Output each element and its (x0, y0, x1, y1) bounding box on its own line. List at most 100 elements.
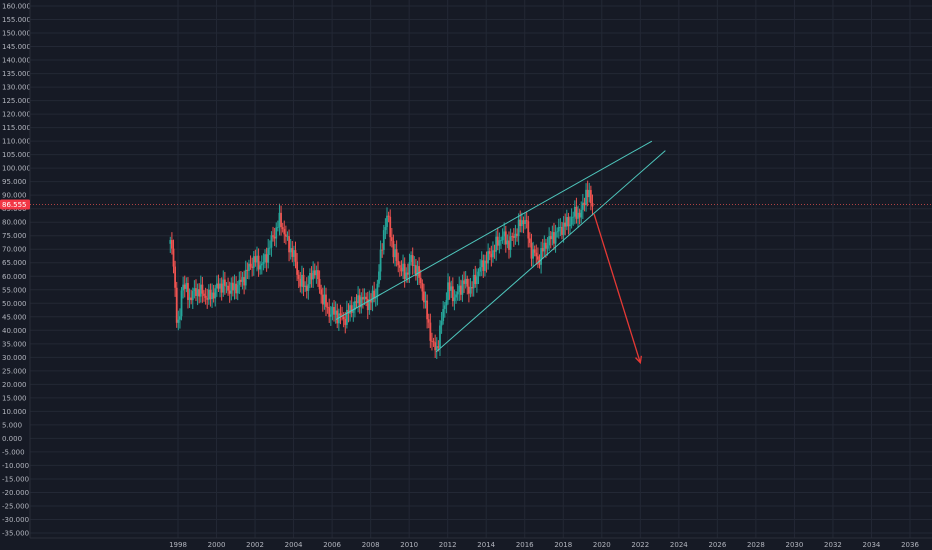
candle-body (554, 232, 557, 244)
y-tick-label: 55.000 (2, 286, 27, 294)
candle-body (204, 295, 207, 298)
candle-body (397, 260, 400, 266)
candle-body (265, 254, 268, 263)
candle-body (450, 286, 453, 291)
candle-body (262, 262, 265, 264)
candle-body (516, 233, 518, 237)
candle-body (442, 308, 445, 321)
candle-body (360, 297, 363, 308)
y-tick-label: 130.000 (2, 84, 31, 92)
x-tick-label: 2018 (554, 541, 572, 549)
candle-body (463, 280, 465, 284)
candle-body (553, 232, 555, 244)
candle-body (246, 269, 249, 271)
candle-body (243, 277, 246, 286)
x-tick-label: 2000 (208, 541, 226, 549)
candle-body (312, 270, 315, 280)
candle-body (328, 307, 331, 317)
candle-body (400, 267, 403, 272)
candle-body (207, 289, 210, 300)
x-tick-label: 2034 (863, 541, 881, 549)
candle-body (288, 236, 290, 253)
candle-body (301, 274, 303, 287)
candle-body (405, 272, 408, 279)
candle-body (556, 231, 559, 233)
candle-body (453, 297, 456, 302)
candle-body (238, 279, 241, 285)
candle-body (225, 285, 228, 287)
candle-body (477, 271, 480, 277)
candle-body (410, 255, 412, 262)
candle-body (439, 325, 441, 348)
candle-body (567, 217, 570, 227)
candle-body (435, 346, 438, 351)
candle-body (588, 190, 591, 198)
candle-body (256, 255, 258, 263)
candle-body (198, 289, 201, 297)
candle-body (476, 276, 478, 285)
candle-body (379, 249, 382, 272)
candle-body (201, 284, 204, 294)
candle-body (431, 340, 433, 342)
candle-body (511, 236, 514, 238)
candle-body (490, 253, 493, 258)
candle-body (334, 310, 337, 315)
y-tick-label: 75.000 (2, 232, 27, 240)
candle-body (305, 285, 308, 291)
candle-body (212, 292, 215, 299)
y-tick-label: -25.000 (2, 502, 29, 510)
candle-body (548, 236, 551, 246)
x-tick-label: 2006 (323, 541, 341, 549)
candle-body (331, 307, 334, 315)
y-tick-label: 20.000 (2, 381, 27, 389)
candle-body (304, 285, 307, 288)
candle-body (570, 217, 573, 225)
candle-body (469, 287, 472, 294)
candle-body (296, 261, 299, 275)
candle-body (252, 256, 255, 268)
candle-body (196, 289, 199, 296)
candle-body (264, 254, 266, 263)
candle-body (378, 271, 380, 284)
projection-arrow-line (593, 213, 641, 363)
candle-body (474, 274, 477, 285)
candle-body (528, 238, 531, 243)
candle-body (317, 270, 319, 280)
candle-body (583, 202, 586, 206)
candle-body (195, 288, 197, 296)
candle-body (188, 297, 191, 300)
candle-body (398, 265, 401, 268)
candle-body (569, 224, 571, 227)
candle-body (270, 235, 273, 248)
candle-body (223, 279, 226, 286)
candle-body (546, 245, 549, 249)
candle-body (577, 212, 579, 219)
candle-body (432, 341, 435, 343)
y-tick-label: 15.000 (2, 394, 27, 402)
candle-body (509, 236, 512, 250)
candle-body (363, 296, 366, 300)
candle-body (240, 279, 242, 282)
candle-body (448, 282, 451, 291)
y-tick-label: 95.000 (2, 178, 27, 186)
candle-body (349, 305, 351, 314)
candle-body (488, 251, 491, 254)
candle-body (517, 219, 520, 237)
candle-body (371, 290, 374, 303)
candle-body (259, 265, 262, 270)
candle-body (318, 279, 321, 290)
candle-body (227, 285, 229, 291)
candle-body (182, 284, 185, 291)
candle-body (580, 209, 583, 218)
candle-body (180, 290, 183, 317)
candle-body (514, 233, 517, 238)
candle-body (336, 310, 339, 324)
candle-body (451, 286, 454, 302)
candle-body (386, 215, 388, 228)
candle-body (527, 221, 530, 239)
candle-body (535, 252, 538, 257)
x-tick-label: 2026 (708, 541, 726, 549)
candle-body (496, 236, 499, 246)
candle-body (187, 283, 189, 300)
